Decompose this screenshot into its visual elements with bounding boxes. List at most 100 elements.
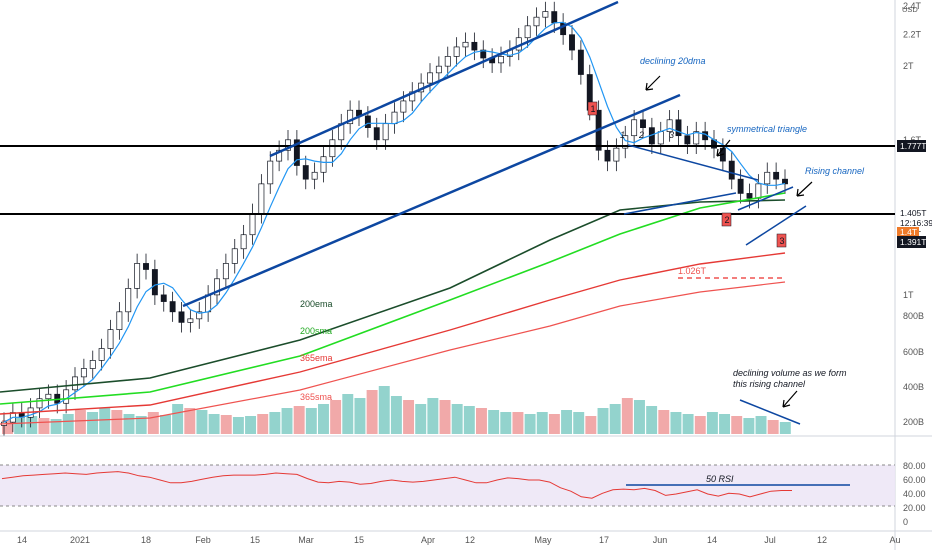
- volume-bar: [87, 412, 99, 434]
- triangle-lower[interactable]: [623, 192, 737, 215]
- candle-down: [640, 119, 646, 128]
- time-tick-label: 12: [465, 535, 475, 545]
- time-tick-label: Jul: [764, 535, 776, 545]
- svg-text:12:16:39: 12:16:39: [900, 218, 932, 228]
- volume-bar: [658, 410, 670, 434]
- volume-bar: [330, 400, 342, 434]
- svg-text:1.405T: 1.405T: [900, 208, 926, 218]
- volume-bar: [500, 412, 512, 434]
- volume-bar: [706, 412, 718, 434]
- volume-bar: [220, 415, 232, 434]
- price-tick-label: 400B: [903, 382, 924, 392]
- rsi-tick-label: 80.00: [903, 461, 926, 471]
- candle-up: [231, 248, 238, 264]
- ema200-line: [0, 199, 786, 393]
- channel-lower[interactable]: [182, 93, 681, 308]
- arrow-rising-channel: [796, 181, 813, 197]
- candle-up: [498, 56, 504, 64]
- volume-bar: [196, 410, 208, 434]
- rising-channel-upper[interactable]: [737, 186, 794, 211]
- volume-bar: [476, 408, 487, 434]
- volume-bar: [646, 406, 658, 434]
- price-tag-1405: 1.405T 12:16:39: [900, 208, 932, 228]
- boxed-label-1: 1: [587, 101, 598, 116]
- ma20-line: [3, 21, 786, 423]
- boxed-label-3: 3: [776, 233, 787, 248]
- volume-bar: [342, 394, 354, 434]
- volume-bars: [2, 386, 791, 434]
- volume-bar: [378, 386, 390, 434]
- volume-bar: [767, 420, 779, 434]
- candle-up: [311, 171, 318, 180]
- candle-up: [613, 147, 620, 162]
- candles: [1, 1, 788, 436]
- volume-bar: [99, 408, 111, 434]
- candle-up: [134, 263, 141, 289]
- time-tick-label: Au: [889, 535, 900, 545]
- candle-up: [125, 288, 132, 313]
- rsi-axis: 80.00 60.00 40.00 20.00 0: [903, 461, 926, 527]
- svg-text:1: 1: [591, 104, 596, 114]
- candle-up: [258, 183, 265, 214]
- candle-down: [169, 301, 176, 313]
- currency-label: USD: [902, 5, 918, 14]
- volume-bar: [609, 404, 621, 434]
- annotation-declining-volume-line1: declining volume as we form: [733, 368, 847, 378]
- candle-down: [178, 311, 185, 323]
- volume-bar: [245, 416, 257, 434]
- volume-trendline[interactable]: [739, 399, 801, 425]
- volume-bar: [38, 418, 50, 434]
- candle-up: [89, 360, 96, 369]
- candle-down: [773, 171, 780, 180]
- sma365-line: [0, 281, 786, 425]
- candle-down: [684, 135, 691, 145]
- volume-bar: [573, 412, 585, 434]
- candle-up: [36, 398, 43, 409]
- volume-bar: [439, 400, 451, 434]
- volume-bar: [135, 416, 147, 434]
- volume-bar: [512, 412, 524, 434]
- triangle-upper[interactable]: [627, 144, 759, 181]
- volume-bar: [62, 414, 74, 434]
- candle-down: [293, 139, 300, 166]
- time-tick-label: 15: [354, 535, 364, 545]
- candle-up: [400, 100, 407, 113]
- candle-up: [764, 171, 771, 185]
- candle-down: [551, 11, 558, 24]
- arrow-triangle: [716, 139, 731, 157]
- time-tick-label: 2021: [70, 535, 90, 545]
- arrow-declining-volume: [782, 390, 798, 408]
- channel-upper[interactable]: [269, 0, 619, 158]
- time-tick-label: May: [534, 535, 552, 545]
- candle-up: [382, 123, 389, 141]
- rising-channel-lower[interactable]: [745, 205, 807, 246]
- candle-down: [782, 178, 788, 185]
- volume-bar: [451, 404, 463, 434]
- volume-bar: [74, 410, 86, 434]
- time-tick-label: 12: [817, 535, 827, 545]
- candle-up: [427, 72, 433, 84]
- candle-up: [533, 16, 540, 27]
- time-tick-label: 17: [599, 535, 609, 545]
- candle-up: [524, 25, 531, 39]
- candle-up: [222, 263, 229, 280]
- volume-bar: [731, 416, 743, 434]
- candle-up: [462, 41, 469, 48]
- rsi-tick-label: 60.00: [903, 475, 926, 485]
- volume-bar: [755, 416, 767, 434]
- candle-up: [98, 348, 105, 361]
- time-axis: 14 2021 18 Feb 15 Mar 15 Apr 12 May 17 Jun 14 Jul 12 Au: [17, 535, 901, 545]
- label-200sma: 200sma: [300, 326, 332, 336]
- price-tag-1777: 1.777T: [897, 140, 926, 152]
- candle-up: [320, 156, 327, 173]
- candle-up: [347, 109, 354, 125]
- price-tick-label: 2.4T: [903, 1, 922, 11]
- time-tick-label: Jun: [653, 535, 668, 545]
- volume-bar: [2, 420, 13, 434]
- rsi-pane[interactable]: 50 RSI: [0, 464, 895, 507]
- candle-up: [240, 234, 247, 250]
- wave-label-3: 3: [669, 130, 674, 140]
- volume-bar: [585, 416, 597, 434]
- candle-up: [214, 278, 220, 296]
